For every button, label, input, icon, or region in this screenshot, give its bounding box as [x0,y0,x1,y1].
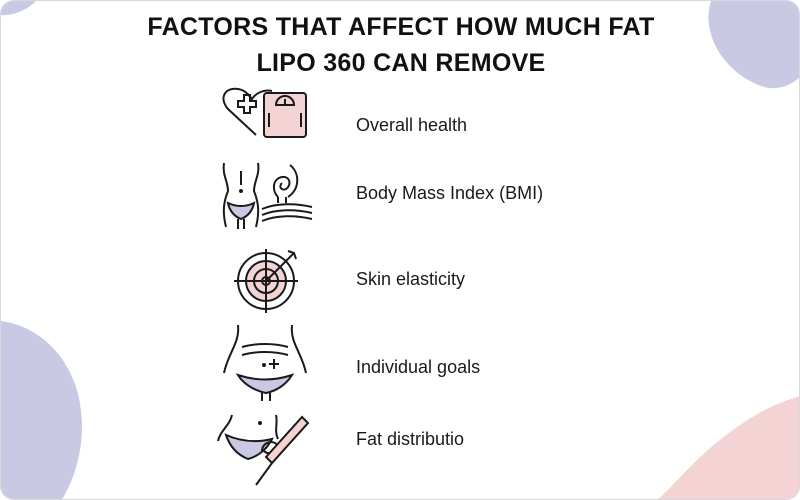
factor-label: Fat distributio [356,429,465,449]
factor-label: Individual goals [356,357,481,377]
cannula-icon [217,414,310,486]
target-icon [234,249,298,313]
title-line-1: FACTORS THAT AFFECT HOW MUCH FAT [147,13,655,41]
page-title: FACTORS THAT AFFECT HOW MUCH FAT LIPO 360… [1,9,799,81]
waist-icon [223,324,307,401]
factor-label: Body Mass Index (BMI) [356,183,544,203]
body-fat-icon [222,162,313,229]
heart-scale-icon [222,87,307,138]
factor-label: Skin elasticity [356,269,466,289]
decorative-blob-top-left [1,1,36,16]
factor-item: Body Mass Index (BMI) [216,161,616,241]
decorative-blob-bottom-right [658,396,799,499]
title-line-2: LIPO 360 CAN REMOVE [256,49,546,77]
factor-label: Overall health [356,115,468,135]
factor-item: Overall health [216,83,616,163]
factor-item: Skin elasticity [216,241,616,321]
factor-item: Fat distributio [216,411,616,491]
decorative-blob-bottom-left [1,321,82,499]
factor-item: Individual goals [216,323,616,403]
decorative-blob-top-right [708,1,799,89]
